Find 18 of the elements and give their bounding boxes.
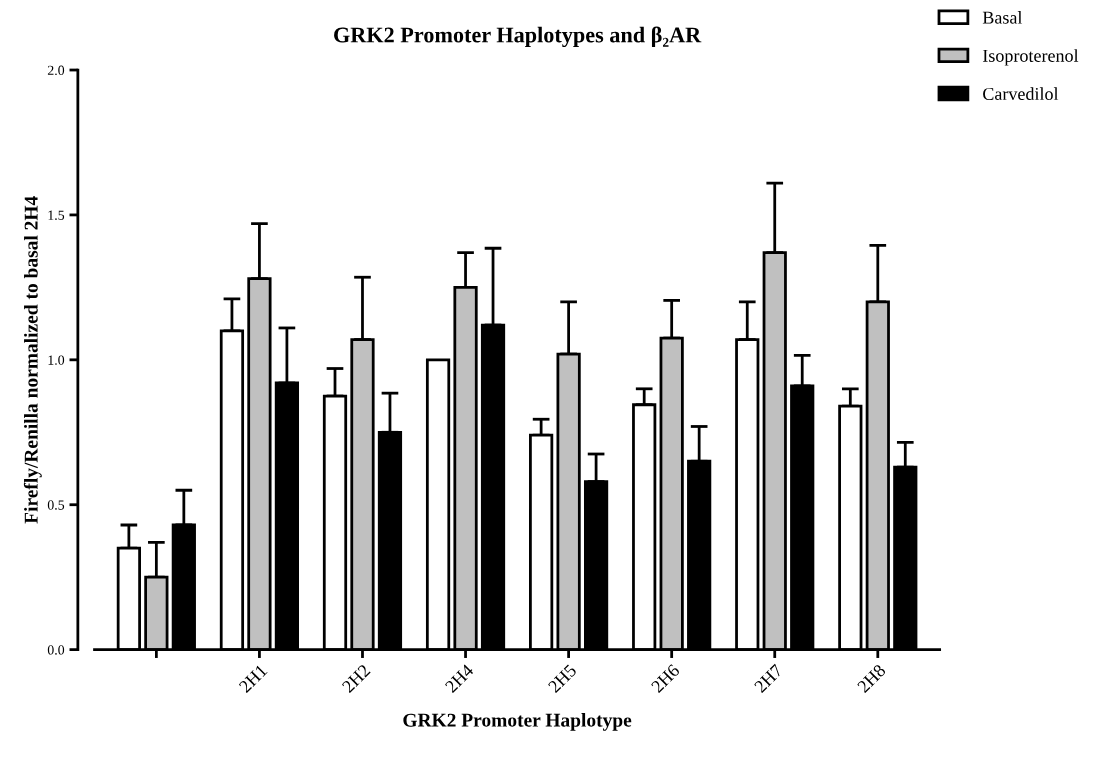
x-tick-label: 2H8	[856, 663, 887, 694]
legend-label: Isoproterenol	[982, 49, 1079, 66]
x-axis-title: GRK2 Promoter Haplotype	[403, 713, 632, 731]
y-tick-label: 2.0	[47, 65, 65, 76]
legend-label: Basal	[982, 11, 1023, 24]
x-tick-label: 2H2	[341, 663, 371, 694]
x-tick-label: 2H7	[753, 663, 784, 694]
x-tick-label: 2H6	[650, 663, 681, 694]
y-axis-title: Firefly/Renilla normalized to basal 2H4	[23, 196, 42, 524]
x-tick-label: 2H5	[547, 663, 578, 694]
y-tick-label: 0.5	[47, 500, 65, 510]
x-tick-label: 2H1	[238, 664, 268, 694]
y-tick-label: 1.5	[48, 210, 65, 220]
chart-title: GRK2 Promoter Haplotypes and β₂AR	[334, 26, 702, 48]
legend-label: Carvedilol	[983, 87, 1059, 101]
y-tick-label: 1.0	[48, 355, 65, 365]
x-tick-label: 2H4	[444, 663, 475, 694]
y-tick-label: 0.0	[47, 645, 65, 655]
